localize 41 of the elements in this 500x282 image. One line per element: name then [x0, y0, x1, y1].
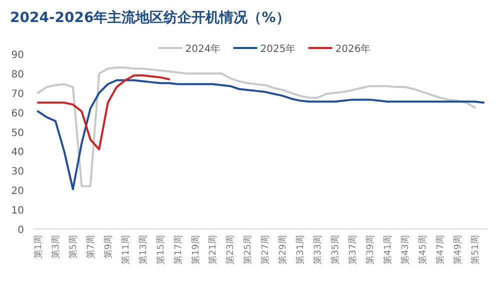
x-tick-label: 第47周	[434, 235, 446, 264]
x-tick-label: 第13周	[138, 235, 149, 264]
x-tick-label: 第7周	[85, 235, 96, 259]
y-tick-label: 10	[11, 206, 24, 217]
x-tick-label: 第15周	[155, 235, 166, 264]
x-tick-label: 第33周	[312, 235, 324, 264]
x-tick-label: 第3周	[50, 235, 62, 259]
x-tick-label: 第49周	[452, 235, 464, 264]
line-series	[36, 74, 170, 150]
x-tick-label: 第35周	[330, 235, 342, 264]
legend-label: 2026年	[335, 43, 371, 55]
y-tick-label: 80	[11, 69, 24, 80]
y-tick-label: 0	[18, 225, 24, 236]
x-tick-label: 第37周	[348, 235, 359, 264]
x-tick-label: 第39周	[365, 235, 376, 264]
legend-label: 2025年	[260, 43, 296, 55]
x-tick-label: 第43周	[400, 235, 411, 264]
x-tick-label: 第23周	[225, 235, 236, 264]
x-tick-label: 第25周	[242, 235, 254, 264]
x-tick-label: 第45周	[417, 235, 428, 264]
x-tick-label: 第51周	[470, 235, 481, 264]
x-tick-label: 第27周	[260, 235, 272, 264]
y-tick-label: 40	[11, 147, 24, 158]
chart-title: 2024-2026年主流地区纺企开机情况（%）	[10, 9, 290, 26]
x-tick-label: 第41周	[382, 235, 394, 264]
x-tick-label: 第29周	[278, 235, 289, 264]
y-tick-label: 60	[11, 108, 24, 120]
y-tick-label: 30	[11, 166, 24, 178]
x-tick-label: 第21周	[208, 235, 219, 264]
x-tick-label: 第1周	[32, 235, 44, 259]
x-tick-label: 第17周	[172, 235, 184, 264]
x-tick-label: 第31周	[295, 235, 306, 264]
x-tick-label: 第19周	[190, 235, 202, 264]
y-tick-label: 50	[11, 128, 24, 139]
x-tick-label: 第11周	[120, 235, 132, 264]
legend-label: 2024年	[185, 43, 221, 55]
x-tick-label: 第9周	[102, 235, 114, 259]
y-tick-label: 90	[11, 50, 24, 61]
y-tick-label: 70	[11, 88, 24, 100]
y-tick-label: 20	[11, 186, 24, 198]
x-tick-label: 第5周	[68, 235, 79, 259]
